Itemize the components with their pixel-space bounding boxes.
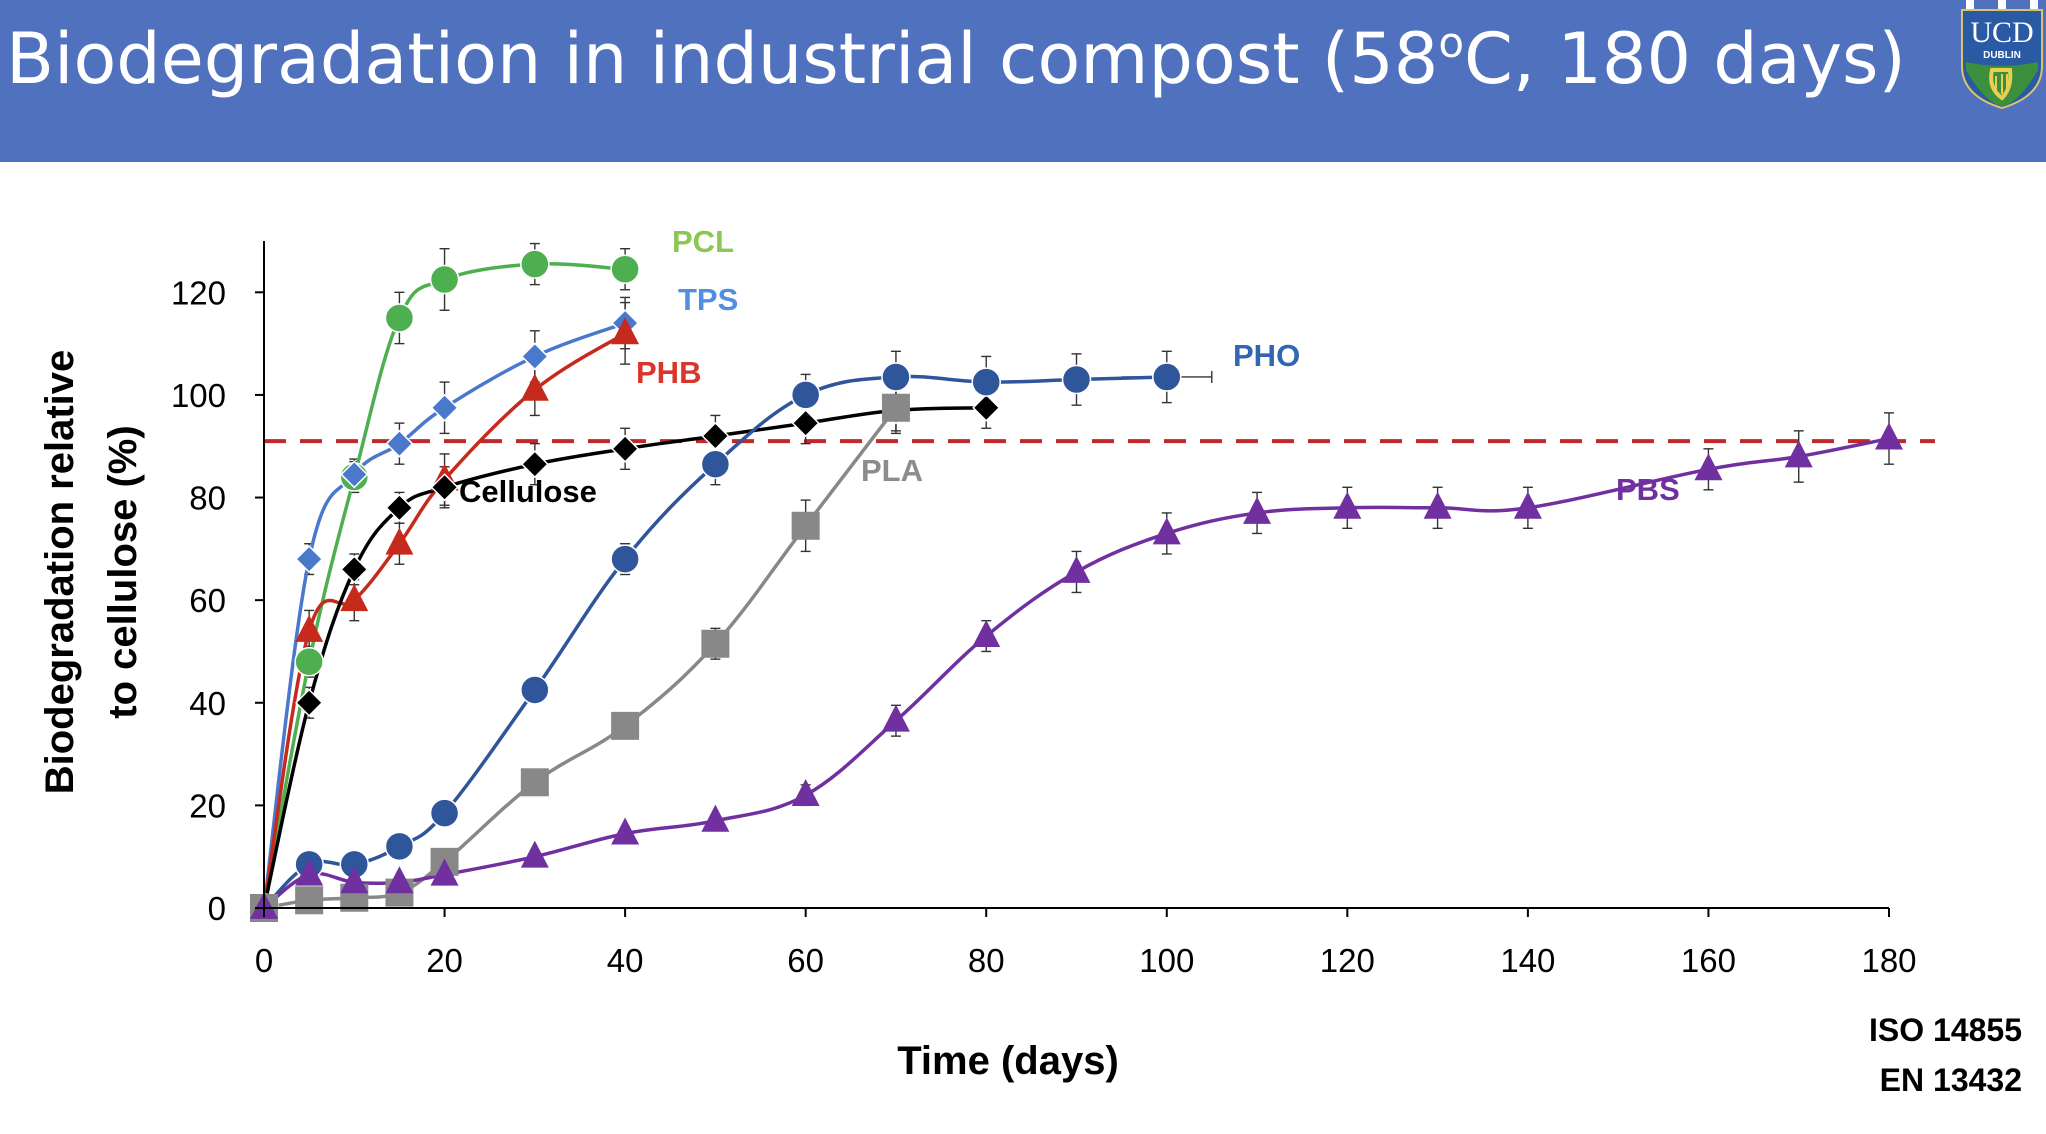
- data-point-pho: [1152, 362, 1182, 392]
- slide-title-degree: o: [1438, 18, 1465, 67]
- series-label-pla: PLA: [861, 453, 923, 488]
- data-point-pho: [971, 367, 1001, 397]
- data-point-pbs: [972, 619, 1001, 647]
- data-point-pho: [1061, 364, 1092, 395]
- data-point-pho: [384, 831, 415, 862]
- y-tick-label: 60: [189, 582, 226, 619]
- data-point-pbs: [881, 704, 910, 732]
- data-point-pbs: [1333, 491, 1362, 519]
- logo-subtext: DUBLIN: [1983, 50, 2021, 61]
- x-tick-label: 100: [1139, 942, 1194, 979]
- x-tick-label: 60: [787, 942, 824, 979]
- y-tick-label: 20: [189, 787, 226, 824]
- data-point-tps: [340, 460, 369, 489]
- data-point-pcl: [429, 264, 460, 295]
- data-point-pbs: [385, 866, 414, 894]
- data-point-phb: [385, 527, 414, 555]
- data-point-pla: [295, 886, 324, 915]
- data-point-cellulose: [295, 688, 324, 717]
- data-point-cellulose: [430, 473, 459, 502]
- data-point-pho: [429, 798, 460, 828]
- y-axis-title-line2: to cellulose (%): [101, 425, 145, 718]
- x-tick-label: 120: [1320, 942, 1375, 979]
- x-tick-label: 40: [607, 942, 644, 979]
- x-tick-label: 0: [255, 942, 273, 979]
- ucd-crest-harp-icon: UCD DUBLIN: [1961, 0, 2043, 110]
- data-point-tps: [430, 393, 459, 422]
- data-point-pcl: [294, 646, 324, 677]
- series-label-pbs: PBS: [1616, 472, 1680, 507]
- x-tick-label: 140: [1500, 942, 1555, 979]
- y-tick-label: 120: [171, 274, 226, 311]
- x-tick-label: 160: [1681, 942, 1736, 979]
- data-point-cellulose: [791, 409, 820, 438]
- y-tick-label: 80: [189, 480, 226, 517]
- data-point-phb: [340, 584, 369, 612]
- data-point-pbs: [611, 817, 640, 845]
- data-point-pla: [611, 711, 640, 740]
- data-point-pbs: [701, 804, 730, 832]
- x-tick-label: 20: [426, 942, 463, 979]
- data-point-pbs: [1875, 422, 1903, 450]
- data-point-pbs: [1423, 491, 1452, 519]
- data-point-pla: [881, 393, 910, 422]
- y-axis-title-line1: Biodegradation relative: [38, 350, 82, 795]
- data-point-tps: [520, 342, 549, 371]
- data-point-pcl: [520, 249, 550, 279]
- data-point-pcl: [610, 254, 640, 284]
- data-point-tps: [385, 429, 414, 458]
- data-point-pbs: [1694, 453, 1723, 481]
- data-point-phb: [611, 317, 640, 345]
- data-point-cellulose: [385, 493, 414, 522]
- data-point-pbs: [430, 858, 459, 886]
- ucd-logo: UCD DUBLIN: [1958, 0, 2046, 110]
- series-label-cellulose: Cellulose: [459, 474, 597, 509]
- data-point-pbs: [1152, 517, 1181, 545]
- data-point-cellulose: [340, 555, 369, 584]
- series-label-pcl: PCL: [672, 224, 734, 259]
- y-tick-label: 0: [208, 890, 226, 927]
- y-tick-label: 40: [189, 685, 226, 722]
- x-tick-label: 180: [1861, 942, 1916, 979]
- data-point-cellulose: [611, 434, 640, 463]
- data-point-pho: [881, 362, 911, 392]
- data-point-pla: [701, 629, 730, 658]
- data-point-pbs: [1243, 496, 1272, 524]
- data-point-phb: [520, 373, 549, 401]
- data-point-pbs: [340, 866, 369, 894]
- logo-text: UCD: [1970, 16, 2033, 49]
- data-point-pho: [790, 380, 821, 410]
- data-point-pcl: [384, 303, 415, 333]
- slide-title-rest: C, 180 days): [1464, 18, 1906, 100]
- x-tick-label: 80: [968, 942, 1005, 979]
- data-point-pho: [520, 675, 550, 705]
- data-point-pbs: [791, 779, 820, 807]
- x-axis-title: Time (days): [897, 1039, 1119, 1083]
- data-point-pbs: [520, 840, 549, 868]
- data-point-pbs: [295, 858, 324, 886]
- series-label-tps: TPS: [678, 282, 738, 317]
- series-label-pho: PHO: [1233, 338, 1300, 373]
- data-point-cellulose: [701, 421, 730, 451]
- y-tick-label: 100: [171, 377, 226, 414]
- data-point-cellulose: [520, 450, 549, 479]
- data-point-tps: [295, 545, 324, 574]
- data-point-pla: [791, 511, 820, 540]
- series-label-phb: PHB: [636, 355, 701, 390]
- slide-title: Biodegradation in industrial compost (58…: [6, 4, 1906, 114]
- data-point-pbs: [1513, 491, 1542, 519]
- standard-iso: ISO 14855: [1869, 1012, 2022, 1048]
- data-point-pbs: [1062, 555, 1091, 583]
- data-point-cellulose: [972, 393, 1001, 422]
- standard-en: EN 13432: [1879, 1062, 2022, 1098]
- slide-title-main: Biodegradation in industrial compost (58: [6, 18, 1439, 100]
- data-point-pbs: [1784, 440, 1813, 468]
- data-point-phb: [295, 614, 324, 642]
- data-point-pho: [700, 449, 731, 479]
- data-point-pla: [520, 768, 549, 797]
- data-point-pho: [610, 544, 640, 574]
- title-bar: [0, 0, 2046, 162]
